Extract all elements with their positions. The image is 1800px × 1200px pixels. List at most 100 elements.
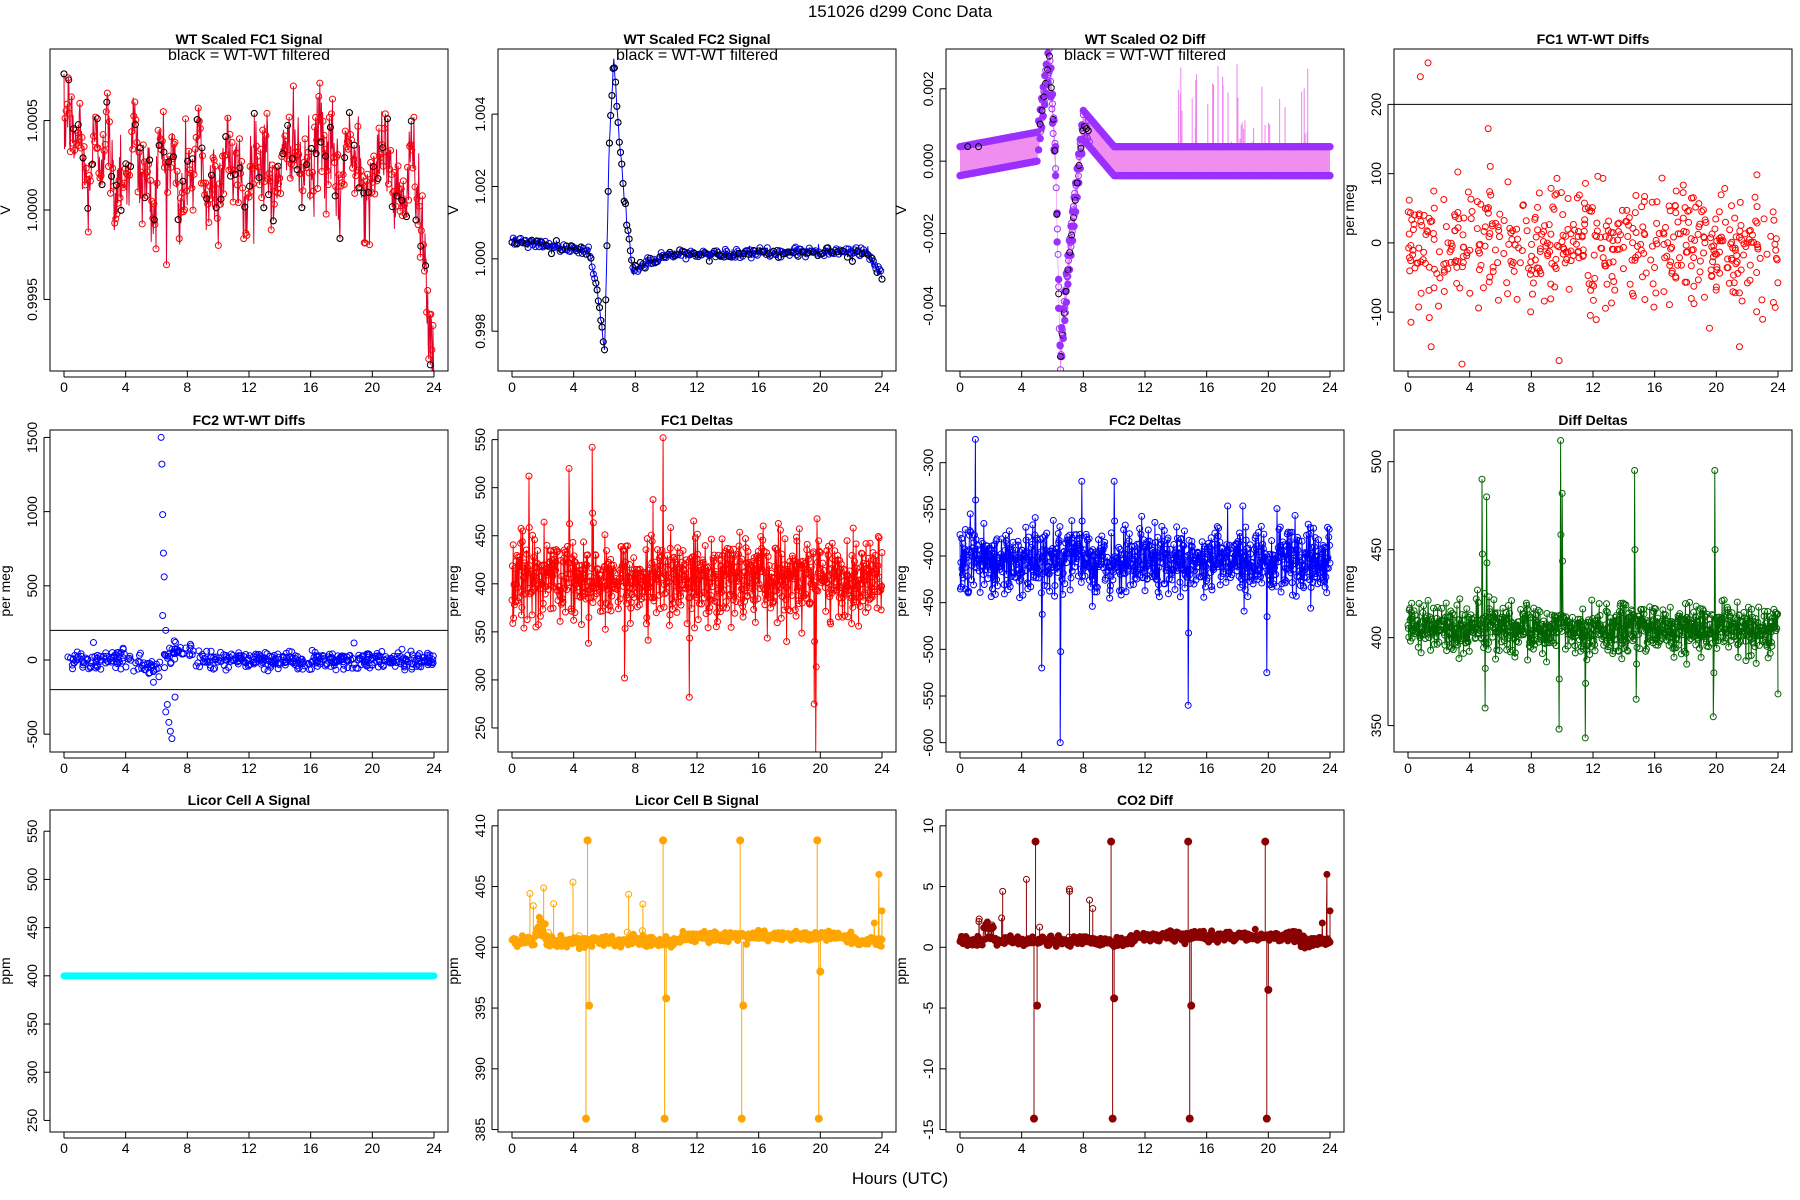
data-point — [1038, 610, 1046, 618]
data-point — [716, 604, 724, 612]
data-point — [1449, 646, 1457, 654]
data-point — [1687, 235, 1695, 243]
data-point — [116, 194, 124, 202]
data-point — [1430, 640, 1438, 648]
data-point — [1581, 205, 1589, 213]
data-point — [196, 124, 204, 132]
data-point — [732, 597, 740, 605]
data-point — [1696, 257, 1704, 265]
y-axis-label: per meg — [893, 565, 909, 616]
data-point — [1083, 536, 1091, 544]
data-point — [1164, 534, 1172, 542]
data-point — [289, 82, 297, 90]
data-point — [565, 464, 573, 472]
data-point — [415, 202, 423, 210]
data-point — [597, 599, 605, 607]
data-point — [312, 150, 320, 158]
data-point — [1326, 171, 1334, 180]
data-point — [223, 151, 231, 159]
data-point — [170, 637, 178, 645]
data-point — [1045, 69, 1053, 77]
data-point — [784, 248, 792, 256]
data-point — [246, 163, 254, 171]
y-tick-label: 250 — [472, 716, 488, 740]
data-point — [815, 537, 823, 545]
data-point — [615, 138, 623, 146]
data-point — [1068, 231, 1076, 239]
data-point — [1061, 580, 1069, 588]
data-point — [1685, 218, 1693, 226]
data-point — [1305, 530, 1313, 538]
data-point — [1589, 296, 1597, 304]
data-point — [765, 593, 773, 601]
data-point — [1477, 200, 1485, 208]
data-point — [1713, 263, 1721, 271]
data-point — [97, 665, 105, 673]
x-tick-label: 8 — [631, 379, 639, 395]
data-point — [288, 155, 296, 163]
data-point — [186, 166, 194, 174]
data-point — [426, 361, 434, 369]
x-tick-label: 12 — [689, 760, 705, 776]
data-point — [793, 251, 801, 259]
data-point — [739, 613, 747, 621]
data-point — [125, 654, 133, 662]
data-point — [1683, 248, 1691, 256]
data-point — [419, 654, 427, 662]
data-point — [1051, 147, 1059, 155]
data-point — [725, 252, 733, 260]
data-point — [1406, 267, 1414, 275]
data-point — [1435, 248, 1443, 256]
data-point — [1032, 574, 1040, 582]
data-point — [1022, 523, 1030, 531]
data-point — [131, 98, 139, 106]
data-point — [1579, 251, 1587, 259]
data-point — [778, 550, 786, 558]
data-point — [1728, 238, 1736, 246]
data-point — [1750, 238, 1758, 246]
data-point — [150, 216, 158, 224]
data-point — [612, 584, 620, 592]
data-point — [261, 648, 269, 656]
data-point — [1608, 273, 1616, 281]
data-point — [1593, 621, 1601, 629]
data-point — [1738, 297, 1746, 305]
data-point — [328, 650, 336, 658]
data-point — [1504, 602, 1512, 610]
data-point — [159, 511, 167, 519]
data-point — [302, 164, 310, 172]
data-point — [408, 663, 416, 671]
x-tick-label: 4 — [570, 760, 578, 776]
data-point — [1615, 227, 1623, 235]
y-axis-label: V — [0, 205, 13, 215]
data-point — [134, 188, 142, 196]
y-tick-label: -550 — [920, 682, 936, 710]
data-point — [1476, 621, 1484, 629]
data-point — [876, 583, 884, 591]
data-point — [874, 562, 882, 570]
data-point — [1186, 579, 1194, 587]
data-point — [210, 653, 218, 661]
data-point — [592, 279, 600, 287]
data-point — [837, 248, 845, 256]
data-point — [1062, 286, 1070, 294]
data-point — [339, 658, 347, 666]
data-point — [662, 588, 670, 596]
data-point — [1675, 254, 1683, 262]
data-point — [1043, 85, 1051, 93]
data-point — [1234, 563, 1241, 571]
data-point — [1508, 235, 1516, 243]
data-point — [398, 645, 406, 653]
data-point — [1569, 633, 1577, 641]
data-point — [132, 116, 140, 124]
data-point — [667, 561, 675, 569]
data-point — [624, 569, 632, 577]
y-tick-label: 350 — [472, 620, 488, 644]
data-point — [1519, 201, 1527, 209]
y-tick-label: 0.002 — [920, 71, 936, 106]
data-point — [688, 576, 696, 584]
data-point — [684, 583, 692, 591]
data-point — [303, 161, 311, 169]
data-point — [1441, 631, 1449, 639]
x-tick-label: 20 — [813, 379, 829, 395]
